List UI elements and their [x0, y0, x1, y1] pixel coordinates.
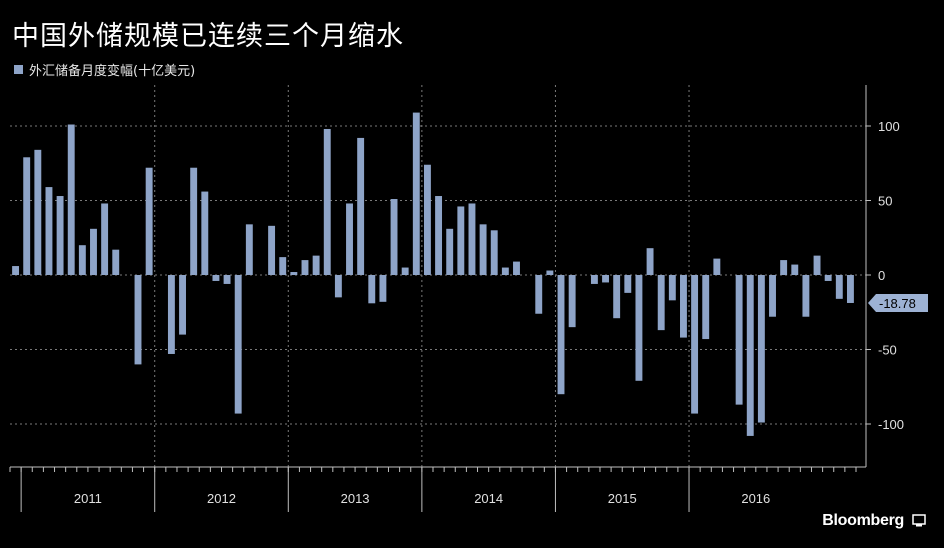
bars [12, 112, 854, 436]
bar [835, 275, 843, 299]
x-tick-label: 2015 [608, 491, 637, 506]
bar [101, 203, 109, 275]
legend-label: 外汇储备月度变幅(十亿美元) [29, 64, 196, 79]
bloomberg-logo: Bloomberg [822, 512, 904, 529]
bar [78, 245, 86, 275]
bar [680, 275, 687, 338]
bar [490, 230, 498, 275]
bar [134, 275, 142, 365]
y-tick-label: -50 [878, 343, 897, 358]
bar [746, 275, 754, 436]
legend-swatch [14, 65, 23, 74]
bar [368, 275, 376, 304]
bar [813, 255, 821, 275]
x-tick-label: 2011 [74, 491, 102, 506]
bar [769, 275, 776, 317]
bar [535, 275, 543, 314]
bar [802, 275, 810, 317]
bar [234, 275, 242, 414]
x-tick-label: 2016 [741, 491, 770, 506]
bar [201, 191, 209, 275]
bar [45, 187, 53, 275]
bar [646, 248, 654, 275]
bar [167, 275, 175, 354]
bar [379, 275, 387, 302]
bar [780, 260, 788, 275]
bar [735, 275, 743, 405]
bar [824, 275, 832, 281]
bar [346, 203, 353, 275]
bar [223, 275, 231, 284]
y-tick-label: 50 [878, 194, 892, 209]
bloomberg-terminal-icon [912, 514, 926, 527]
bar [334, 275, 342, 298]
bar [635, 275, 643, 381]
axes [9, 85, 871, 512]
bar [602, 275, 609, 283]
bar [479, 224, 487, 275]
bar [513, 261, 520, 275]
bar [468, 203, 476, 275]
legend: 外汇储备月度变幅(十亿美元) [14, 60, 195, 79]
bar [301, 260, 309, 275]
bar [791, 264, 799, 275]
bar [713, 258, 721, 275]
bar [23, 157, 31, 275]
x-tick-label: 2013 [341, 491, 370, 506]
y-tick-label: 100 [878, 119, 900, 134]
bar [56, 196, 64, 275]
y-tick-label: 0 [878, 268, 885, 283]
bar [67, 124, 75, 275]
bar [568, 275, 576, 328]
bar [757, 275, 765, 423]
bar [657, 275, 665, 331]
bar [846, 275, 854, 303]
bar [90, 228, 97, 275]
last-value-tag-shape [868, 293, 928, 312]
axis-labels: 100 50 0 -50 -100 2011 2012 2013 2014 2015 2016 -18… [74, 119, 928, 506]
bar [412, 112, 420, 275]
bar [279, 257, 287, 275]
bar [401, 267, 409, 275]
bar [668, 275, 676, 301]
bar [423, 164, 431, 275]
last-value-tag: -18.78 [868, 293, 928, 312]
bar [691, 275, 699, 414]
bar [457, 206, 465, 275]
bar [245, 224, 253, 275]
bar [323, 128, 331, 275]
bar [702, 275, 710, 340]
bar [546, 270, 554, 275]
chart-title: 中国外储规模已连续三个月缩水 [12, 21, 404, 52]
bar [312, 255, 320, 275]
x-tick-label: 2012 [207, 491, 236, 506]
bar [390, 199, 398, 275]
bar [112, 249, 120, 275]
bar [613, 275, 621, 319]
bar [357, 137, 365, 275]
bar [501, 267, 509, 275]
bar [212, 275, 220, 281]
gridlines [10, 85, 866, 467]
x-tick-label: 2014 [474, 491, 503, 506]
bar [145, 167, 153, 275]
bar [179, 275, 186, 335]
bar [290, 272, 298, 275]
bar [435, 196, 443, 275]
bar [624, 275, 632, 293]
bar [190, 167, 198, 275]
bar [268, 225, 276, 275]
bar [34, 149, 42, 275]
y-tick-label: -100 [878, 417, 904, 432]
bar [557, 275, 565, 395]
last-value-label: -18.78 [879, 296, 916, 311]
bar [590, 275, 598, 284]
bar [446, 228, 454, 275]
bar [12, 266, 20, 275]
